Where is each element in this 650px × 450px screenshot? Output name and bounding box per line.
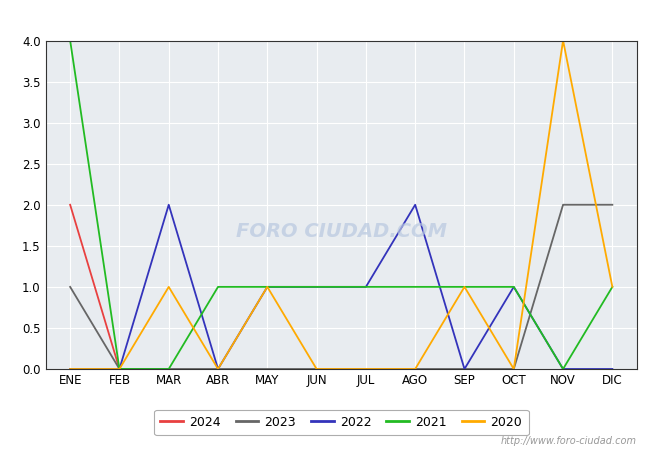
2021 [559, 366, 567, 372]
2022 [362, 284, 370, 290]
2022 [116, 366, 124, 372]
2021 [214, 284, 222, 290]
Text: Matriculaciones de Vehiculos en Aldehuela de Jerte: Matriculaciones de Vehiculos en Aldehuel… [120, 13, 530, 28]
2020 [608, 284, 616, 290]
2023 [116, 366, 124, 372]
2024 [66, 202, 74, 207]
2023 [165, 366, 173, 372]
2021 [608, 284, 616, 290]
2022 [313, 284, 320, 290]
Line: 2022: 2022 [70, 205, 612, 369]
Line: 2023: 2023 [70, 205, 612, 369]
2020 [362, 366, 370, 372]
2022 [510, 284, 517, 290]
2023 [510, 366, 517, 372]
2023 [559, 202, 567, 207]
2022 [214, 366, 222, 372]
2022 [165, 202, 173, 207]
Line: 2020: 2020 [70, 40, 612, 369]
2023 [362, 366, 370, 372]
2020 [263, 284, 271, 290]
2020 [66, 366, 74, 372]
Line: 2024: 2024 [70, 205, 120, 369]
2021 [263, 284, 271, 290]
2023 [608, 202, 616, 207]
2023 [263, 366, 271, 372]
2020 [510, 366, 517, 372]
2021 [116, 366, 124, 372]
Line: 2021: 2021 [70, 40, 612, 369]
2021 [313, 284, 320, 290]
2023 [411, 366, 419, 372]
2022 [608, 366, 616, 372]
2020 [313, 366, 320, 372]
2021 [362, 284, 370, 290]
2022 [66, 366, 74, 372]
2023 [461, 366, 469, 372]
2023 [66, 284, 74, 290]
2021 [411, 284, 419, 290]
2024 [116, 366, 124, 372]
2021 [66, 38, 74, 43]
2021 [510, 284, 517, 290]
2020 [214, 366, 222, 372]
2023 [313, 366, 320, 372]
2021 [461, 284, 469, 290]
Legend: 2024, 2023, 2022, 2021, 2020: 2024, 2023, 2022, 2021, 2020 [154, 410, 528, 435]
2021 [165, 366, 173, 372]
2022 [559, 366, 567, 372]
2020 [116, 366, 124, 372]
2022 [461, 366, 469, 372]
Text: FORO CIUDAD.COM: FORO CIUDAD.COM [236, 221, 447, 241]
Text: http://www.foro-ciudad.com: http://www.foro-ciudad.com [501, 436, 637, 446]
2022 [411, 202, 419, 207]
2023 [214, 366, 222, 372]
2022 [263, 284, 271, 290]
2020 [165, 284, 173, 290]
2020 [461, 284, 469, 290]
2020 [559, 38, 567, 43]
2020 [411, 366, 419, 372]
